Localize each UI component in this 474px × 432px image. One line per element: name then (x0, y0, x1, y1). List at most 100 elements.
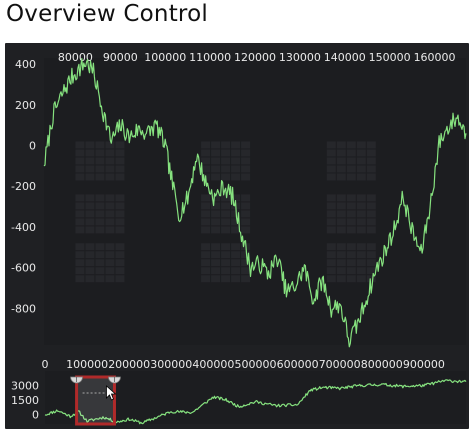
overview-x-tick-label: 800000 (361, 358, 403, 371)
grid-block (366, 202, 376, 210)
grid-block (75, 251, 85, 259)
grid-block (85, 202, 95, 210)
grid-block (85, 251, 95, 259)
grid-block (95, 141, 105, 149)
grid-block (95, 210, 105, 218)
grid-block (105, 275, 115, 283)
main-x-tick-label: 160000 (414, 51, 456, 64)
grid-block (75, 267, 85, 275)
grid-block (115, 210, 125, 218)
grid-block (85, 267, 95, 275)
grid-block (95, 243, 105, 251)
overview-x-tick-label: 0 (42, 358, 49, 371)
grid-block (366, 243, 376, 251)
grid-block (346, 173, 356, 181)
grid-block (241, 173, 251, 181)
grid-block (366, 218, 376, 226)
grid-block (336, 226, 346, 234)
grid-block (105, 210, 115, 218)
grid-block (356, 157, 366, 165)
grid-block (336, 173, 346, 181)
grid-block (75, 210, 85, 218)
grid-block (366, 210, 376, 218)
grid-block (115, 149, 125, 157)
grid-block (241, 165, 251, 173)
grid-block (105, 267, 115, 275)
overview-y-tick-label: 0 (32, 408, 39, 421)
grid-block (115, 226, 125, 234)
main-chart[interactable]: 80000 90000 100000 110000 120000 130000 140000… (11, 51, 467, 348)
grid-block (201, 141, 211, 149)
grid-block (336, 165, 346, 173)
grid-block (75, 243, 85, 251)
grid-block (231, 251, 241, 259)
grid-block (241, 141, 251, 149)
grid-block (115, 165, 125, 173)
grid-block (336, 194, 346, 202)
main-plot-area (44, 58, 466, 345)
grid-block (85, 218, 95, 226)
grid-block (326, 218, 336, 226)
overview-x-tick-label: 300000 (150, 358, 192, 371)
overview-x-tick-label: 400000 (192, 358, 234, 371)
grid-block (95, 194, 105, 202)
grid-block (356, 194, 366, 202)
grid-block (105, 218, 115, 226)
grid-block (115, 259, 125, 267)
grid-block (85, 149, 95, 157)
grid-block (366, 141, 376, 149)
main-x-tick-label: 80000 (58, 51, 93, 64)
grid-block (326, 243, 336, 251)
grid-block (95, 157, 105, 165)
main-series-line (43, 58, 467, 348)
grid-block (366, 226, 376, 234)
grid-block (211, 210, 221, 218)
grid-block (75, 218, 85, 226)
grid-block (201, 194, 211, 202)
overview-x-tick-label: 700000 (319, 358, 361, 371)
grid-block (115, 275, 125, 283)
grid-block (241, 202, 251, 210)
grid-block (211, 243, 221, 251)
grid-block (201, 251, 211, 259)
grid-block (75, 173, 85, 181)
grid-block (356, 275, 366, 283)
grid-block (231, 259, 241, 267)
grid-block (105, 194, 115, 202)
grid-block (336, 202, 346, 210)
grid-block (95, 275, 105, 283)
grid-block (366, 157, 376, 165)
grid-block (221, 275, 231, 283)
selection-window[interactable] (75, 375, 116, 426)
grid-block (346, 202, 356, 210)
grid-block (105, 243, 115, 251)
grid-block (75, 259, 85, 267)
grid-block (336, 157, 346, 165)
grid-block (201, 243, 211, 251)
grid-block (221, 194, 231, 202)
grid-block (211, 157, 221, 165)
grid-block (336, 210, 346, 218)
grid-block (241, 218, 251, 226)
grid-block (95, 202, 105, 210)
grid-block (326, 141, 336, 149)
grid-block (201, 202, 211, 210)
grid-block (336, 275, 346, 283)
grid-block (346, 165, 356, 173)
grid-block (241, 275, 251, 283)
grid-block (221, 141, 231, 149)
overview-navigator[interactable]: 0 100000 200000 300000 400000 500000 600000 700… (11, 358, 467, 426)
grid-block (105, 202, 115, 210)
grid-block (336, 251, 346, 259)
grid-block (105, 259, 115, 267)
grid-block (241, 157, 251, 165)
grid-block (75, 165, 85, 173)
main-x-tick-label: 140000 (324, 51, 366, 64)
grid-block (115, 141, 125, 149)
grid-block (326, 173, 336, 181)
grid-block (211, 173, 221, 181)
grid-block (211, 259, 221, 267)
grid-block (241, 226, 251, 234)
grid-block (115, 194, 125, 202)
grid-block (346, 149, 356, 157)
